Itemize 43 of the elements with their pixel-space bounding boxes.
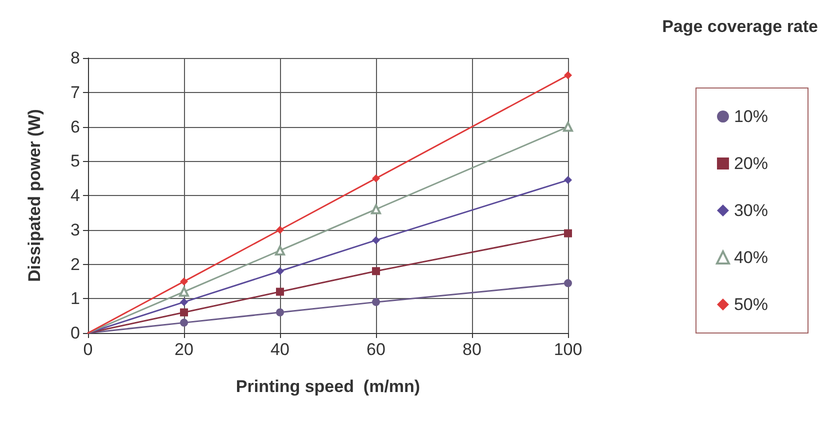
x-tick-label: 80 (462, 340, 482, 359)
point (276, 308, 284, 316)
y-tick-label: 2 (70, 254, 80, 274)
x-tick-label: 0 (83, 340, 93, 359)
y-tick-label: 8 (70, 48, 80, 68)
x-tick-label: 60 (366, 340, 386, 359)
point (372, 298, 380, 306)
point (180, 277, 188, 286)
y-tick-label: 5 (70, 152, 80, 171)
y-tick-label: 0 (70, 324, 80, 342)
y-tick-label: 4 (70, 186, 80, 205)
y-tick-label: 3 (70, 220, 80, 240)
point (564, 71, 572, 80)
y-tick-label: 6 (70, 117, 80, 136)
legend-label: 40% (734, 248, 768, 267)
legend-title: Page coverage rate (662, 17, 818, 36)
y-tick-label: 1 (70, 289, 80, 308)
point (180, 298, 188, 306)
x-tick-label: 100 (554, 340, 582, 359)
point (275, 246, 285, 256)
y-axis-title: Dissipated power (W) (25, 109, 44, 282)
legend-label: 10% (734, 107, 768, 126)
point (180, 318, 188, 327)
point (564, 279, 572, 288)
legend-label: 20% (734, 154, 768, 173)
legend-label: 30% (734, 201, 768, 220)
point (372, 174, 380, 182)
legend-label: 50% (734, 295, 768, 314)
point (372, 267, 380, 276)
point (180, 308, 188, 316)
point (276, 288, 284, 296)
y-tick-label: 7 (70, 82, 80, 102)
point (564, 176, 572, 184)
point (276, 267, 284, 276)
point (179, 286, 189, 297)
point (276, 226, 284, 234)
point (563, 122, 573, 132)
x-tick-label: 40 (270, 340, 290, 359)
point (372, 236, 380, 244)
point (371, 204, 381, 214)
point (564, 229, 572, 238)
x-axis-title: Printing speed (m/mn) (236, 377, 420, 396)
x-tick-label: 20 (174, 340, 194, 359)
